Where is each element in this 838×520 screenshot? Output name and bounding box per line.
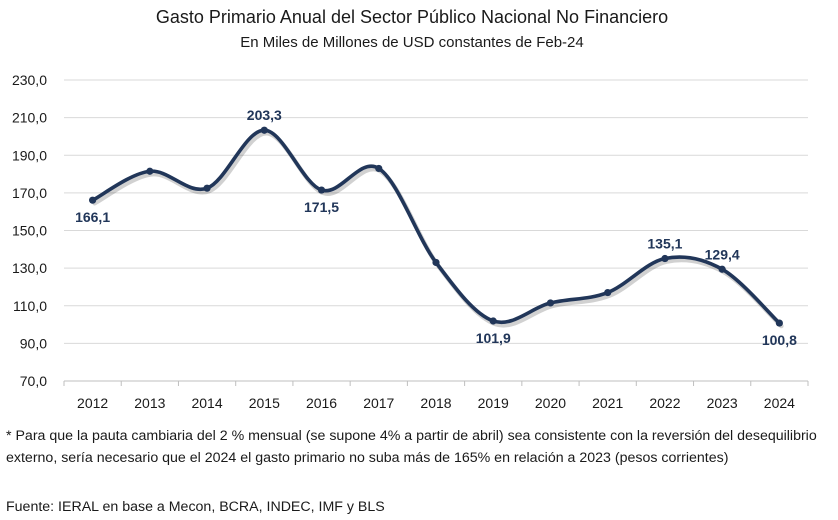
data-point (203, 184, 211, 192)
footnote: * Para que la pauta cambiaria del 2 % me… (6, 428, 817, 466)
data-label: 135,1 (647, 236, 682, 252)
source-note: Fuente: IERAL en base a Mecon, BCRA, IND… (6, 499, 385, 515)
x-tick-label: 2014 (191, 395, 222, 411)
chart: Gasto Primario Anual del Sector Público … (12, 7, 809, 411)
x-tick-label: 2023 (707, 395, 738, 411)
y-tick-label: 190,0 (12, 147, 47, 163)
y-tick-label: 210,0 (12, 110, 47, 126)
data-point (604, 288, 612, 297)
data-label: 203,3 (247, 107, 282, 123)
series-line-shadow (92, 130, 784, 329)
data-point (260, 126, 268, 134)
x-tick-label: 2012 (77, 395, 108, 411)
series-line (90, 128, 782, 325)
data-point (489, 317, 497, 325)
data-point (432, 258, 440, 267)
x-tick-label: 2020 (535, 395, 566, 411)
x-tick-label: 2017 (363, 395, 394, 411)
y-tick-label: 70,0 (20, 373, 47, 389)
y-tick-label: 110,0 (13, 298, 47, 314)
chart-title: Gasto Primario Anual del Sector Público … (156, 7, 668, 27)
y-tick-label: 230,0 (12, 72, 47, 88)
y-tick-label: 170,0 (12, 185, 47, 201)
x-tick-label: 2024 (764, 395, 795, 411)
data-label: 101,9 (476, 330, 511, 346)
x-tick-label: 2013 (134, 395, 165, 411)
data-point (775, 319, 783, 327)
y-tick-label: 130,0 (12, 260, 47, 276)
data-point (375, 164, 383, 173)
data-point (546, 299, 555, 307)
data-label: 166,1 (75, 209, 110, 225)
data-label: 129,4 (705, 246, 740, 262)
data-point (718, 265, 726, 273)
x-tick-label: 2018 (420, 395, 451, 411)
y-tick-label: 90,0 (20, 335, 47, 351)
x-tick-label: 2016 (306, 395, 337, 411)
axes: 70,0 90,0 110,0 130,0 150,0 170,0 190,0 210,0 23… (12, 72, 809, 411)
grid (64, 79, 808, 344)
y-tick-label: 150,0 (12, 223, 47, 239)
data-label: 100,8 (762, 332, 797, 348)
data-point (317, 186, 326, 194)
x-tick-label: 2022 (649, 395, 680, 411)
series-group (89, 126, 784, 329)
x-tick-label: 2021 (592, 395, 623, 411)
x-tick-label: 2019 (478, 395, 509, 411)
data-point (661, 254, 669, 263)
data-label: 171,5 (304, 199, 339, 215)
x-tick-label: 2015 (249, 395, 280, 411)
chart-subtitle: En Miles de Millones de USD constantes d… (240, 34, 584, 51)
data-point (146, 167, 154, 175)
data-labels: 166,1 203,3 171,5 101,9 135,1 129,4 100,8 (75, 107, 797, 348)
data-point (89, 196, 97, 204)
